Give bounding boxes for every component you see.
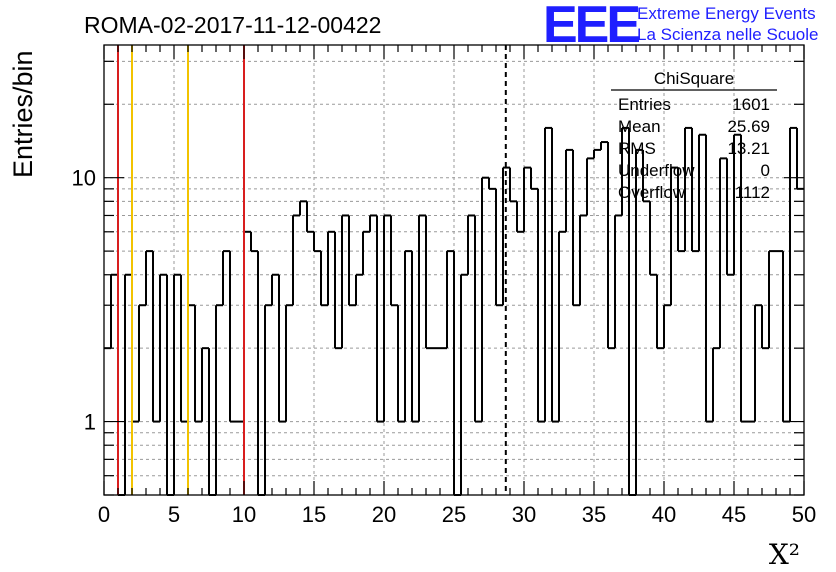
x-tick-label: 25 [442, 502, 466, 527]
stats-label: Underflow [618, 161, 695, 180]
y-tick-labels: 1 10 [72, 166, 96, 435]
x-tick-label: 35 [582, 502, 606, 527]
axis-ticks [103, 45, 805, 496]
y-axis-label: Entries/bin [8, 50, 38, 178]
x-tick-label: 45 [722, 502, 746, 527]
stats-value: 13.21 [727, 139, 770, 158]
reference-lines [117, 45, 507, 495]
stats-label: Entries [618, 95, 671, 114]
x-tick-label: 15 [302, 502, 326, 527]
stats-value: 1601 [732, 95, 770, 114]
histogram [104, 126, 804, 496]
stats-value: 0 [761, 161, 770, 180]
eee-logo-line2: La Scienza nelle Scuole [637, 25, 818, 44]
x-tick-label: 50 [792, 502, 816, 527]
x-tick-label: 30 [512, 502, 536, 527]
x-tick-label: 5 [168, 502, 180, 527]
stats-value: 1112 [735, 183, 770, 202]
x-tick-label: 0 [98, 502, 110, 527]
x-tick-label: 40 [652, 502, 676, 527]
plot-title: ROMA-02-2017-11-12-00422 [84, 12, 381, 38]
stats-label: RMS [618, 139, 656, 158]
y-tick-label: 1 [84, 410, 96, 435]
x-tick-label: 20 [372, 502, 396, 527]
eee-logo: EEE Extreme Energy Events La Scienza nel… [543, 0, 818, 54]
stats-label: Mean [618, 117, 661, 136]
x-axis-label: X² [769, 538, 800, 571]
x-tick-labels: 0 5 10 15 20 25 30 35 40 45 50 [98, 502, 816, 527]
stats-value: 25.69 [727, 117, 770, 136]
eee-logo-line1: Extreme Energy Events [637, 4, 816, 23]
x-tick-label: 10 [232, 502, 256, 527]
y-tick-label: 10 [72, 166, 96, 191]
eee-logo-mark: EEE [543, 0, 639, 54]
stats-label: Overflow [618, 183, 686, 202]
stats-box: ChiSquare Entries 1601 Mean 25.69 RMS 13.21 Un… [611, 69, 777, 202]
stats-box-title: ChiSquare [654, 69, 734, 88]
stats-rows: Entries 1601 Mean 25.69 RMS 13.21 Underflow 0 Ov… [618, 95, 770, 202]
